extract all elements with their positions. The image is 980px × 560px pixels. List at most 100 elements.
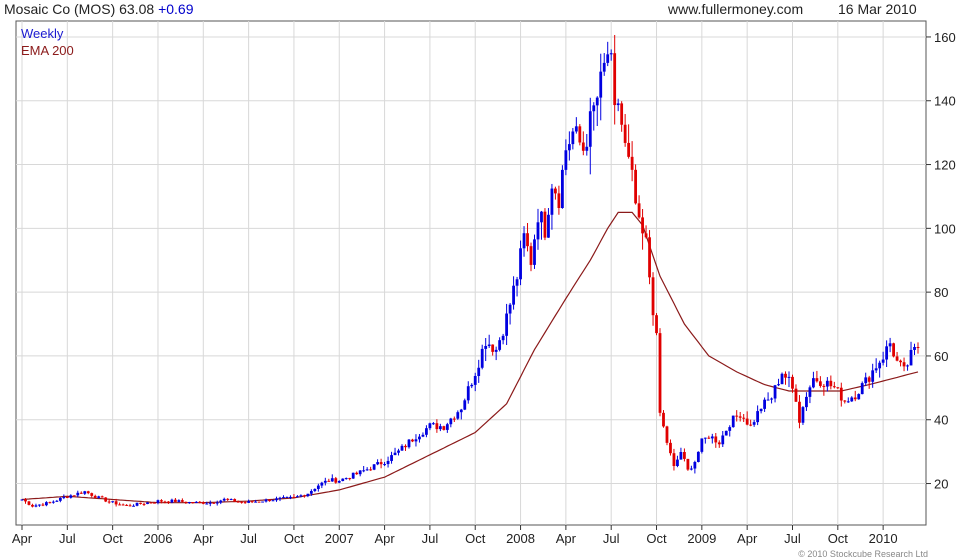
candle-body — [885, 346, 889, 360]
candle-body — [198, 501, 202, 503]
candle-body — [51, 501, 55, 503]
candle-body — [738, 416, 742, 418]
candle-body — [536, 222, 540, 240]
candle-body — [892, 343, 895, 357]
candle-body — [689, 468, 693, 470]
y-axis: 20 40 60 80 100 120 140 160 — [926, 30, 956, 492]
x-tick-label: 2007 — [325, 531, 354, 546]
candle-body — [554, 188, 557, 194]
candle-body — [393, 452, 397, 456]
candle-body — [676, 459, 679, 467]
candle-body — [560, 169, 564, 208]
legend-ema: EMA 200 — [21, 43, 74, 58]
candle-body — [257, 501, 261, 503]
y-tick-label: 160 — [934, 30, 956, 45]
candle-body — [777, 384, 780, 386]
candle-body — [226, 498, 230, 500]
candle-body — [215, 502, 219, 504]
candle-body — [254, 501, 257, 503]
candle-body — [323, 480, 327, 483]
x-tick-label: Apr — [374, 531, 395, 546]
candle-body — [334, 478, 338, 483]
candle-body — [613, 53, 617, 106]
candle-body — [58, 497, 62, 501]
y-tick-label: 80 — [934, 285, 948, 300]
x-tick-label: Oct — [465, 531, 486, 546]
candle-body — [292, 496, 296, 498]
candle-body — [428, 423, 432, 429]
candle-body — [156, 500, 160, 503]
x-tick-label: 2008 — [506, 531, 535, 546]
candle-body — [665, 426, 669, 443]
candle-body — [445, 424, 449, 430]
candle-body — [878, 362, 882, 369]
candle-body — [379, 462, 383, 465]
candle-body — [522, 233, 526, 249]
candle-body — [250, 501, 254, 503]
candle-body — [358, 470, 362, 475]
candle-body — [369, 469, 373, 471]
candle-body — [160, 500, 163, 502]
x-tick-label: 2009 — [687, 531, 716, 546]
candle-body — [414, 439, 418, 442]
candle-body — [609, 53, 613, 55]
candle-body — [798, 401, 801, 423]
candle-body — [275, 498, 278, 501]
candle-body — [38, 504, 41, 506]
candle-body — [365, 469, 369, 471]
candle-body — [177, 500, 181, 502]
candle-body — [268, 499, 271, 502]
candle-body — [515, 279, 519, 286]
plot-frame — [15, 20, 927, 526]
candle-body — [505, 313, 509, 336]
candle-body — [836, 387, 840, 389]
candle-body — [735, 415, 739, 417]
candle-body — [909, 349, 913, 366]
candle-body — [55, 500, 59, 502]
candle-body — [327, 480, 331, 482]
candle-body — [125, 504, 128, 506]
candle-body — [784, 373, 787, 378]
candle-body — [222, 498, 226, 501]
candle-body — [201, 502, 205, 504]
candle-body — [860, 383, 864, 395]
candle-body — [229, 499, 233, 501]
x-tick-label: Jul — [59, 531, 76, 546]
candle-body — [383, 464, 386, 466]
candle-body — [519, 248, 522, 280]
candle-body — [41, 504, 45, 506]
candle-body — [205, 503, 209, 505]
candle-body — [571, 131, 575, 145]
candle-body — [630, 156, 634, 170]
candle-body — [648, 237, 651, 278]
y-tick-label: 100 — [934, 221, 956, 236]
candle-body — [24, 499, 27, 502]
candle-body — [895, 356, 899, 361]
candle-body — [770, 398, 773, 400]
candle-body — [540, 211, 543, 223]
x-tick-label: 2010 — [869, 531, 898, 546]
x-tick-label: Oct — [103, 531, 124, 546]
x-tick-label: Jul — [240, 531, 257, 546]
candle-body — [780, 373, 784, 385]
candle-body — [791, 376, 794, 389]
candle-body — [581, 142, 585, 151]
candle-body — [529, 246, 533, 265]
candle-body — [93, 495, 97, 498]
candle-body — [567, 144, 571, 151]
candle-body — [247, 501, 251, 503]
candle-body — [240, 501, 244, 503]
candle-body — [149, 502, 153, 504]
x-tick-label: Oct — [828, 531, 849, 546]
candle-body — [805, 396, 808, 408]
candle-body — [309, 491, 313, 494]
candle-body — [700, 438, 704, 452]
candle-body — [104, 497, 108, 502]
candle-body — [899, 360, 902, 363]
candle-body — [717, 442, 721, 445]
candle-body — [728, 427, 732, 431]
candle-body — [634, 169, 638, 204]
candle-body — [473, 376, 477, 385]
candle-body — [163, 501, 167, 503]
candle-body — [508, 304, 512, 314]
